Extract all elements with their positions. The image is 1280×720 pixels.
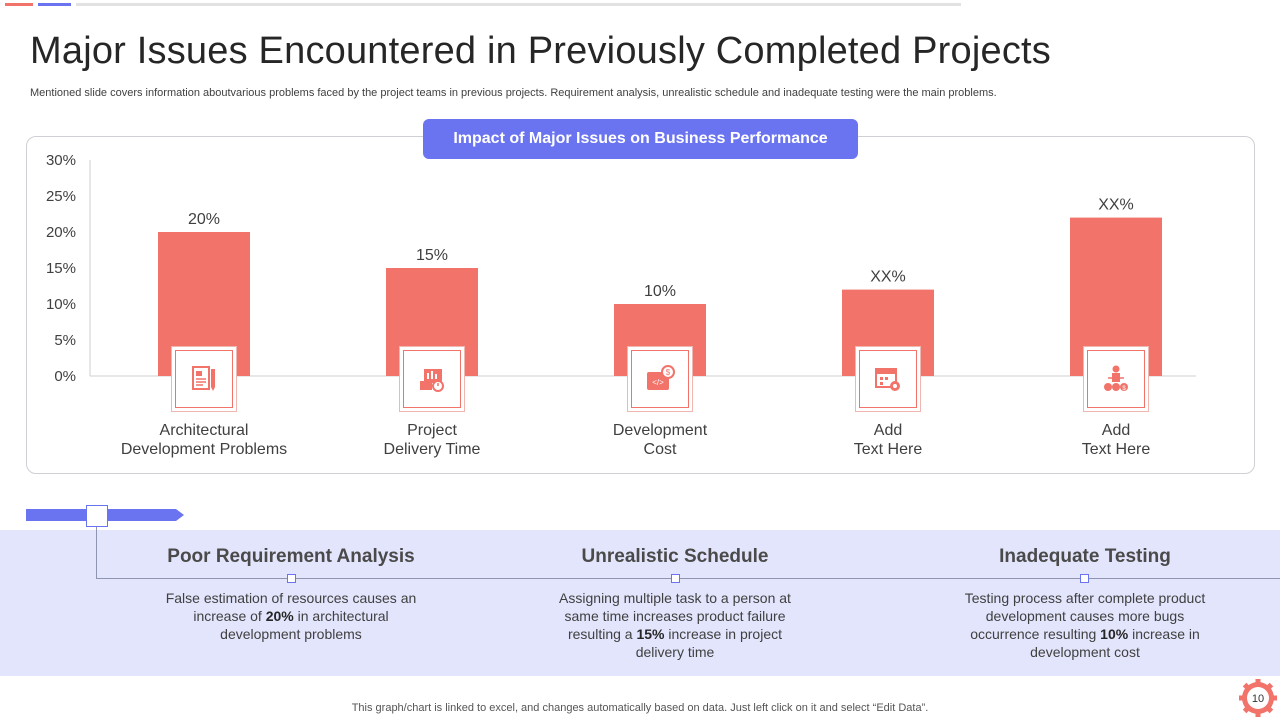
y-tick-label: 20% [46, 224, 76, 241]
category-label-1-line-1: Architectural [159, 422, 249, 439]
category-label-1-line-2: Development Problems [120, 441, 288, 458]
issue-node-1 [287, 574, 296, 583]
issue-desc-2: Assigning multiple task to a person at s… [545, 589, 805, 661]
blueprint-icon [192, 366, 215, 391]
bar-icon-box-1 [171, 346, 237, 412]
y-tick-label: 10% [46, 296, 76, 313]
category-label-3-line-1: Development [612, 422, 708, 439]
category-label-5-line-2: Text Here [1081, 441, 1151, 458]
calendar-settings-icon [875, 368, 900, 391]
y-tick-label: 30% [46, 152, 76, 169]
bar-icon-box-3: </> $ [627, 346, 693, 412]
data-label-4: XX% [870, 269, 906, 286]
top-accent-blue [38, 3, 71, 6]
timeline-bar-tip [176, 509, 184, 521]
y-tick-label: 5% [54, 332, 76, 349]
bar-icon-box-2 [399, 346, 465, 412]
issues-band [0, 530, 1280, 676]
issue-node-2 [671, 574, 680, 583]
y-tick-label: 25% [46, 188, 76, 205]
bar-icon-box-5: $ [1083, 346, 1149, 412]
top-accent-red [5, 3, 33, 6]
top-accent-gray [76, 3, 961, 6]
delivery-time-icon [420, 369, 444, 392]
category-label-1: Architectural Development Problems [94, 421, 314, 459]
issue-desc-3: Testing process after complete product d… [955, 589, 1215, 661]
issue-desc-3-value: 10% [1100, 626, 1129, 642]
issue-desc-2-text-end: increase in project delivery time [635, 626, 783, 660]
data-label-2: 15% [416, 247, 448, 264]
svg-text:</>: </> [652, 378, 664, 387]
page-subtitle: Mentioned slide covers information about… [30, 87, 997, 99]
y-tick-label: 0% [54, 368, 76, 385]
resource-allocation-icon: $ [1104, 365, 1128, 392]
category-label-2-line-1: Project [407, 422, 457, 439]
issue-title-2: Unrealistic Schedule [581, 546, 769, 567]
issue-desc-1-text-end: in architectural development problems [220, 608, 389, 642]
issue-desc-1-value: 20% [265, 608, 294, 624]
category-label-2: Project Delivery Time [322, 421, 542, 459]
category-label-5: Add Text Here [1006, 421, 1226, 459]
issue-desc-3-text: Testing process after complete product d… [964, 590, 1206, 642]
issue-desc-2-text: Assigning multiple task to a person at s… [559, 590, 791, 642]
category-label-2-line-2: Delivery Time [383, 441, 481, 458]
svg-text:$: $ [1122, 386, 1126, 392]
page-number: 10 [1252, 693, 1264, 705]
bar-icon-box-4 [855, 346, 921, 412]
connector-vertical [96, 527, 97, 579]
category-label-4-line-1: Add [873, 422, 903, 439]
category-label-3: Development Cost [550, 421, 770, 459]
y-tick-label: 15% [46, 260, 76, 277]
svg-text:$: $ [666, 368, 671, 377]
category-label-3-line-2: Cost [643, 441, 677, 458]
development-cost-icon: </> $ [647, 365, 675, 390]
page-title: Major Issues Encountered in Previously C… [30, 30, 1051, 72]
category-label-4: Add Text Here [778, 421, 998, 459]
data-label-5: XX% [1098, 197, 1134, 214]
issue-node-3 [1080, 574, 1089, 583]
connector-horizontal [96, 578, 1280, 579]
issue-title-1: Poor Requirement Analysis [167, 546, 415, 567]
gear-icon [1239, 679, 1277, 717]
issue-title-3: Inadequate Testing [999, 546, 1171, 567]
footer-note: This graph/chart is linked to excel, and… [351, 702, 929, 714]
timeline-knob [86, 505, 108, 527]
issue-desc-1: False estimation of resources causes an … [161, 589, 421, 643]
issue-desc-1-text: False estimation of resources causes an … [165, 590, 417, 624]
category-label-5-line-1: Add [1101, 422, 1131, 439]
page-number-badge: 10 [1239, 679, 1277, 717]
issue-desc-2-value: 15% [636, 626, 665, 642]
category-label-4-line-2: Text Here [853, 441, 923, 458]
issue-desc-3-text-end: increase in development cost [1030, 626, 1200, 660]
chart-title: Impact of Major Issues on Business Perfo… [423, 119, 858, 159]
data-label-3: 10% [644, 283, 676, 300]
data-label-1: 20% [188, 211, 220, 228]
